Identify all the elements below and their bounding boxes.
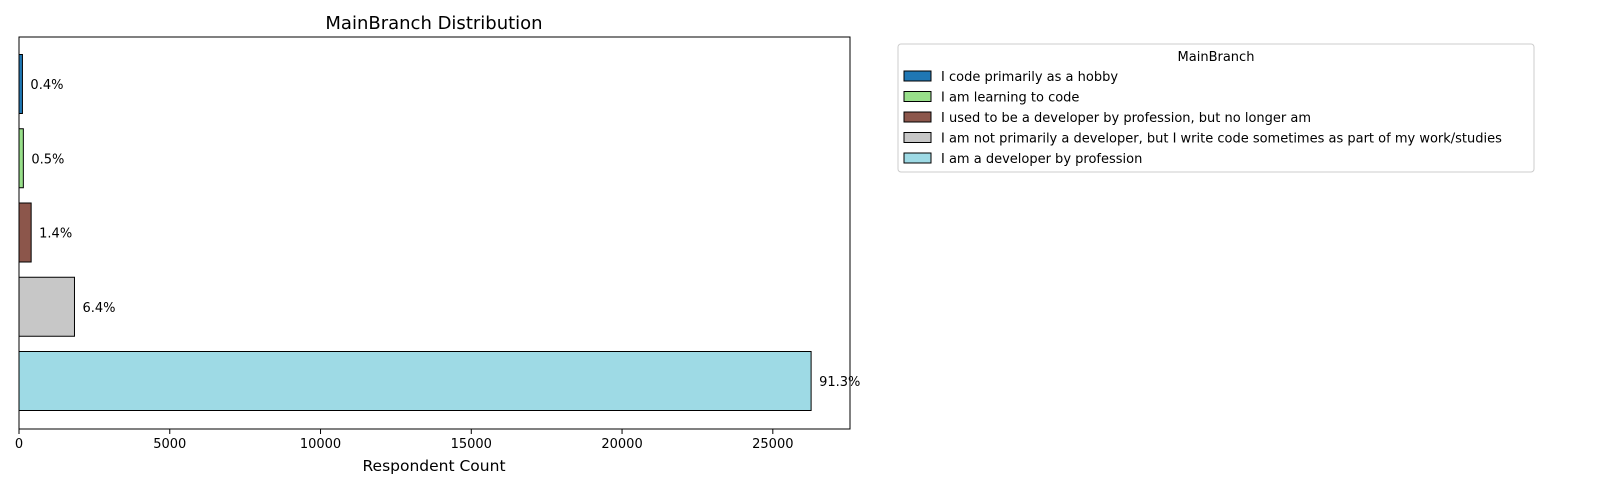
bar-value-label: 6.4% xyxy=(82,301,115,316)
bar-value-label: 91.3% xyxy=(819,375,860,390)
bars-layer xyxy=(18,54,812,411)
legend-entry-label: I am not primarily a developer, but I wr… xyxy=(941,132,1502,147)
bar xyxy=(18,276,75,337)
legend-entry-label: I am learning to code xyxy=(941,91,1079,106)
x-tick-label: 15000 xyxy=(451,437,492,452)
plot-frame xyxy=(18,36,851,430)
bar-labels-layer: 0.4% 0.5% 1.4% 6.4% 91.3% xyxy=(30,78,860,390)
legend-swatch xyxy=(903,132,932,143)
x-tick-label: 10000 xyxy=(300,437,341,452)
legend-entry-label: I used to be a developer by profession, … xyxy=(941,111,1311,126)
chart-title: MainBranch Distribution xyxy=(325,13,542,34)
x-tick-label: 20000 xyxy=(601,437,642,452)
bar xyxy=(18,202,32,263)
bar-value-label: 0.4% xyxy=(30,78,63,93)
legend-swatch xyxy=(903,152,932,164)
legend-frame xyxy=(897,43,1535,173)
legend-entry-label: I am a developer by profession xyxy=(941,152,1142,167)
bar-value-label: 0.5% xyxy=(31,152,64,167)
legend-entry-label: I code primarily as a hobby xyxy=(941,70,1118,85)
legend-swatch xyxy=(903,70,932,82)
legend: MainBranch I code primarily as a hobbyI … xyxy=(897,43,1535,173)
x-axis: 0 5000 10000 15000 20000 25000 xyxy=(15,429,793,452)
legend-title: MainBranch xyxy=(1178,50,1255,65)
legend-items: I code primarily as a hobby I am learning… xyxy=(903,70,1502,167)
x-tick-label: 25000 xyxy=(752,437,793,452)
bar xyxy=(18,54,23,114)
bar xyxy=(18,128,24,189)
bar-value-label: 1.4% xyxy=(39,227,72,242)
x-axis-label: Respondent Count xyxy=(362,457,505,475)
x-tick-label: 0 xyxy=(15,437,23,452)
bar xyxy=(18,351,812,411)
x-tick-label: 5000 xyxy=(153,437,186,452)
legend-swatch xyxy=(903,91,932,102)
legend-swatch xyxy=(903,111,932,123)
